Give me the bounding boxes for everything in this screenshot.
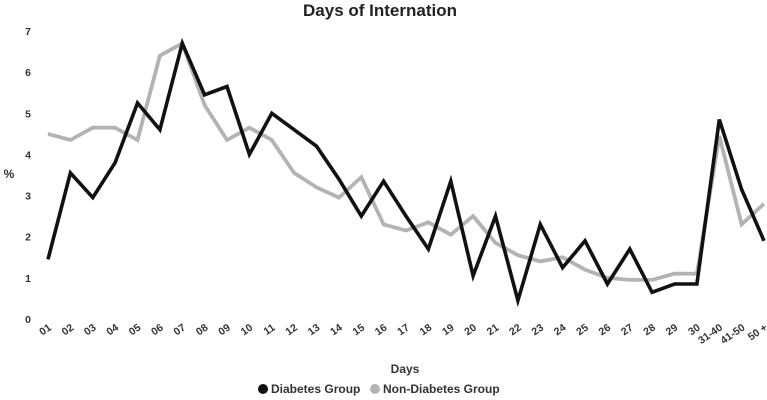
x-tick-label: 22 [507,322,524,339]
series-layer [46,37,766,308]
y-tick-label: 0 [25,314,31,326]
x-tick-label: 08 [194,322,211,339]
x-tick-label: 10 [239,322,256,339]
y-tick-label: 2 [25,232,31,244]
y-tick-label: 7 [25,26,31,38]
series-line-diabetes [46,37,766,308]
x-tick-label: 16 [373,322,390,339]
x-tick-label: 04 [104,322,121,339]
x-tick-label: 14 [328,322,345,339]
y-tick-label: 4 [25,149,31,161]
legend-marker-diabetes [258,384,268,394]
legend-label-diabetes: Diabetes Group [271,382,360,396]
x-tick-label: 18 [418,322,435,339]
x-axis-label: Days [391,362,420,376]
x-tick-label: 41-50 [718,322,747,347]
x-tick-label: 21 [485,322,502,339]
y-tick-label: 3 [25,191,31,203]
x-tick-label: 09 [216,322,233,339]
x-axis-ticks: 01 02 03 04 05 06 07 08 09 10 11 12 13 14 15 16 17 18 19 20… [37,322,767,347]
x-tick-label: 02 [60,322,77,339]
x-tick-label: 23 [530,322,547,339]
x-tick-label: 06 [149,322,166,339]
x-tick-label: 03 [82,322,99,339]
chart-title: Days of Internation [303,1,457,20]
x-tick-label: 15 [351,322,368,339]
series-line-non-diabetes [47,40,766,282]
x-tick-label: 25 [574,322,591,339]
legend-item-non-diabetes[interactable]: Non-Diabetes Group [370,382,500,396]
x-tick-label: 07 [172,322,189,339]
y-tick-label: 5 [25,108,31,120]
y-tick-label: 1 [25,273,31,285]
x-tick-label: 31-40 [696,322,725,347]
y-axis-ticks: 0 1 2 3 4 5 6 7 [25,26,31,326]
x-tick-label: 12 [283,322,300,339]
legend-label-non-diabetes: Non-Diabetes Group [383,382,500,396]
x-tick-label: 24 [552,322,569,339]
x-tick-label: 28 [641,322,658,339]
legend-item-diabetes[interactable]: Diabetes Group [258,382,360,396]
x-tick-label: 17 [395,322,412,339]
x-tick-label: 20 [462,322,479,339]
legend-marker-non-diabetes [370,384,380,394]
y-tick-label: 6 [25,67,31,79]
y-axis-label: % [4,167,15,181]
x-tick-label: 50 + [746,322,767,344]
legend: Diabetes Group Non-Diabetes Group [258,382,500,396]
x-tick-label: 01 [37,322,54,339]
x-tick-label: 05 [127,322,144,339]
x-tick-label: 26 [597,322,614,339]
x-tick-label: 27 [619,322,636,339]
x-tick-label: 11 [261,322,277,338]
x-tick-label: 19 [440,322,457,339]
x-tick-label: 13 [306,322,323,339]
x-tick-label: 29 [664,322,681,339]
